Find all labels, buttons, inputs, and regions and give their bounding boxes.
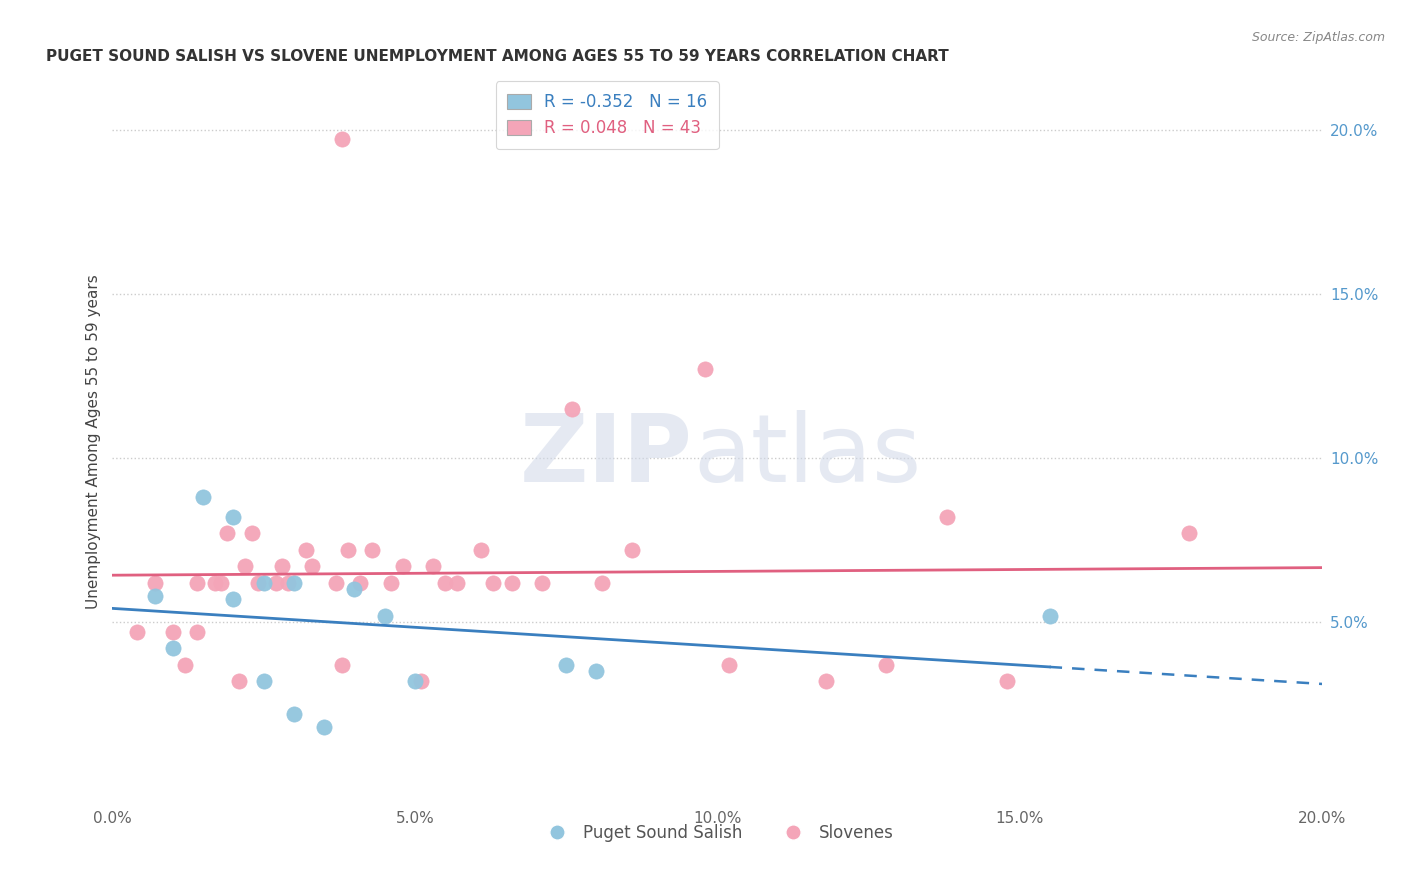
Point	[693, 362, 716, 376]
Point	[433, 575, 456, 590]
Point	[330, 657, 353, 672]
Point	[217, 526, 239, 541]
Point	[162, 625, 184, 640]
Point	[391, 559, 413, 574]
Point	[422, 559, 444, 574]
Point	[591, 575, 613, 590]
Point	[875, 657, 897, 672]
Point	[718, 657, 741, 672]
Point	[325, 575, 347, 590]
Point	[283, 575, 305, 590]
Point	[814, 674, 837, 689]
Point	[343, 582, 366, 597]
Point	[270, 559, 292, 574]
Point	[186, 575, 208, 590]
Point	[264, 575, 287, 590]
Point	[222, 592, 245, 607]
Point	[253, 575, 276, 590]
Point	[446, 575, 468, 590]
Point	[204, 575, 226, 590]
Point	[585, 665, 607, 679]
Point	[995, 674, 1018, 689]
Point	[143, 589, 166, 603]
Point	[1038, 608, 1062, 623]
Point	[314, 720, 336, 734]
Point	[554, 657, 576, 672]
Point	[295, 542, 318, 557]
Point	[240, 526, 263, 541]
Text: ZIP: ZIP	[520, 410, 693, 502]
Point	[209, 575, 232, 590]
Point	[1177, 526, 1199, 541]
Y-axis label: Unemployment Among Ages 55 to 59 years: Unemployment Among Ages 55 to 59 years	[86, 274, 101, 609]
Text: atlas: atlas	[693, 410, 921, 502]
Point	[301, 559, 323, 574]
Point	[470, 542, 492, 557]
Point	[143, 575, 166, 590]
Point	[330, 132, 353, 146]
Point	[162, 641, 184, 656]
Point	[191, 491, 214, 505]
Point	[283, 707, 305, 722]
Point	[561, 401, 583, 416]
Point	[935, 510, 957, 524]
Point	[404, 674, 426, 689]
Point	[186, 625, 208, 640]
Point	[277, 575, 299, 590]
Point	[374, 608, 396, 623]
Point	[253, 674, 276, 689]
Point	[349, 575, 371, 590]
Text: PUGET SOUND SALISH VS SLOVENE UNEMPLOYMENT AMONG AGES 55 TO 59 YEARS CORRELATION: PUGET SOUND SALISH VS SLOVENE UNEMPLOYME…	[46, 49, 949, 64]
Point	[361, 542, 384, 557]
Point	[125, 625, 148, 640]
Point	[380, 575, 402, 590]
Point	[246, 575, 269, 590]
Point	[228, 674, 250, 689]
Point	[530, 575, 553, 590]
Point	[501, 575, 523, 590]
Point	[235, 559, 257, 574]
Point	[482, 575, 505, 590]
Point	[409, 674, 432, 689]
Point	[174, 657, 197, 672]
Point	[222, 510, 245, 524]
Legend: Puget Sound Salish, Slovenes: Puget Sound Salish, Slovenes	[533, 817, 901, 848]
Point	[621, 542, 644, 557]
Point	[337, 542, 360, 557]
Text: Source: ZipAtlas.com: Source: ZipAtlas.com	[1251, 31, 1385, 45]
